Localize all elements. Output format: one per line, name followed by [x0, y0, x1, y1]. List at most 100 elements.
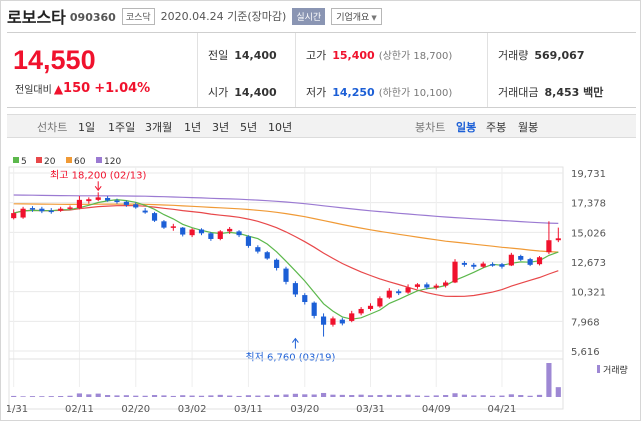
- candle-body: [180, 227, 186, 235]
- tab-weekly[interactable]: 주봉: [486, 121, 507, 134]
- volume-bar: [236, 395, 242, 397]
- candle-body: [443, 282, 449, 286]
- volume-bar: [39, 396, 45, 397]
- company-info-button[interactable]: 기업개요 ▼: [331, 7, 382, 25]
- triangle-up-icon: ▲: [53, 81, 64, 96]
- upper-limit: (상한가 18,700): [378, 51, 453, 62]
- lower-limit: (하한가 10,100): [378, 88, 453, 99]
- open-price: 시가 14,400: [208, 84, 277, 100]
- low-price: 저가 14,250 (하한가 10,100): [306, 84, 452, 100]
- y-tick-label: 15,026: [571, 228, 606, 239]
- tab-10y[interactable]: 10년: [268, 121, 293, 134]
- tab-monthly[interactable]: 월봉: [518, 121, 539, 134]
- x-tick-label: 04/21: [488, 404, 517, 415]
- candle-body: [396, 291, 402, 294]
- volume-bar: [217, 394, 223, 397]
- volume-bar: [405, 394, 411, 397]
- legend-swatch: [13, 157, 19, 163]
- candle-body: [20, 208, 26, 218]
- volume-bar: [11, 395, 17, 397]
- low-arrow-head: [291, 337, 299, 343]
- chevron-down-icon: ▼: [371, 13, 377, 22]
- volume-bar: [170, 395, 176, 397]
- volume-bar: [151, 395, 158, 397]
- title-row: 로보스타 090360 코스닥 2020.04.24 기준(장마감) 실시간 기…: [7, 3, 382, 29]
- tab-1w[interactable]: 1주일: [108, 121, 136, 134]
- volume-bar: [95, 393, 101, 397]
- tab-1d[interactable]: 1일: [78, 121, 96, 134]
- volume-bar: [386, 394, 392, 397]
- candle-body: [414, 284, 421, 287]
- candle-body: [302, 295, 308, 303]
- tab-daily[interactable]: 일봉: [456, 121, 477, 134]
- candle-body: [151, 213, 158, 221]
- candle-body: [320, 316, 327, 325]
- volume-bar: [443, 395, 449, 397]
- prev-close: 전일 14,400: [208, 47, 277, 63]
- volume-bar: [311, 394, 317, 397]
- candle-body: [274, 259, 280, 268]
- volume-bar: [180, 395, 186, 397]
- volume-bar: [161, 395, 167, 397]
- ma20-line: [13, 204, 559, 298]
- chart-tabs: 선차트 1일 1주일 3개월 1년 3년 5년 10년 봉차트 일봉 주봉 월봉: [7, 114, 636, 138]
- legend-label: 120: [104, 157, 121, 167]
- volume-bar: [536, 394, 543, 397]
- candle-body: [292, 283, 298, 295]
- company-info-label: 기업개요: [336, 12, 370, 23]
- volume-bar: [518, 395, 524, 397]
- candle-body: [518, 255, 524, 260]
- market-badge: 코스닥: [121, 7, 155, 25]
- volume-bar: [302, 394, 308, 397]
- volume-bar: [424, 395, 430, 397]
- candle-body: [114, 200, 120, 203]
- candle-body: [142, 210, 148, 213]
- candle-body: [189, 229, 195, 236]
- tab-3m[interactable]: 3개월: [145, 121, 173, 134]
- candle-body: [536, 257, 543, 265]
- candlestick-chart[interactable]: 19,731 17,378 15,026 12,673 10,321 7,968 5,616…: [7, 151, 635, 419]
- stats-grid: 전일 14,400 시가 14,400 고가 15,400 (상한가 18,700) 저…: [197, 33, 636, 107]
- stats-col-1: 전일 14,400 시가 14,400: [197, 33, 295, 107]
- legend-label: 60: [74, 157, 86, 167]
- volume-bar: [396, 395, 402, 397]
- ma60-line: [13, 203, 559, 253]
- volume-bar: [480, 395, 486, 397]
- volume-bar: [76, 393, 83, 397]
- candle-body: [48, 210, 54, 213]
- tab-5y[interactable]: 5년: [240, 121, 258, 134]
- candle-body: [86, 199, 92, 202]
- x-tick-label: 02/11: [65, 404, 94, 415]
- tab-3y[interactable]: 3년: [212, 121, 230, 134]
- candle-body: [39, 208, 45, 212]
- candle-body: [349, 313, 355, 321]
- volume-bar: [274, 394, 280, 397]
- volume-bar: [67, 395, 73, 397]
- volume-bar: [245, 395, 252, 397]
- candle-body: [555, 238, 561, 241]
- stock-name[interactable]: 로보스타: [7, 8, 66, 27]
- chart-frame: [8, 166, 564, 410]
- prev-label: 전일: [208, 49, 229, 62]
- candle-body: [198, 229, 205, 234]
- volume-bar: [114, 395, 120, 397]
- tab-candle-chart[interactable]: 봉차트: [415, 121, 446, 134]
- volume-bar: [546, 363, 552, 397]
- date-text: 2020.04.24 기준(장마감): [160, 10, 287, 23]
- volume-bar: [377, 395, 383, 397]
- tab-line-chart[interactable]: 선차트: [37, 121, 68, 134]
- candle-body: [433, 285, 439, 288]
- tab-1y[interactable]: 1년: [184, 121, 202, 134]
- volume-bar: [292, 393, 298, 397]
- ma120-line: [13, 194, 559, 224]
- realtime-badge[interactable]: 실시간: [292, 7, 326, 25]
- volume-bar: [320, 392, 327, 397]
- volume: 거래량 569,067: [498, 47, 584, 63]
- low-value: 14,250: [332, 86, 375, 99]
- volume-bar: [133, 395, 139, 397]
- amount-value: 8,453 백만: [544, 86, 604, 99]
- volume-legend-label: 거래량: [603, 364, 628, 376]
- legend-swatch: [96, 157, 102, 163]
- volume-bar: [58, 396, 64, 397]
- low-annotation: 최저 6,760 (03/19): [245, 352, 335, 364]
